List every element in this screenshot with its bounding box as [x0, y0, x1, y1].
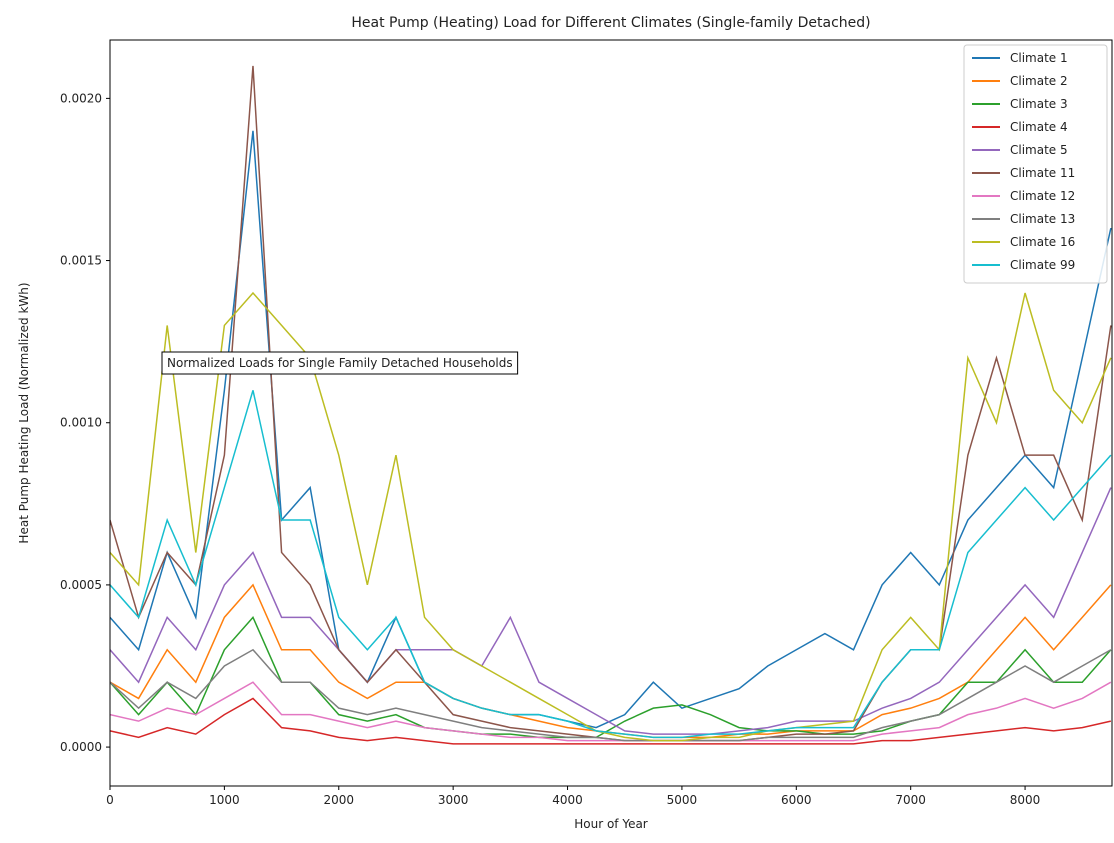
series-line	[110, 65, 1112, 742]
y-tick-label: 0.0000	[60, 740, 102, 754]
legend-label: Climate 99	[1010, 258, 1075, 272]
legend-label: Climate 12	[1010, 189, 1075, 203]
x-tick-label: 2000	[323, 793, 354, 807]
series-line	[110, 583, 1112, 739]
x-tick-label: 3000	[438, 793, 469, 807]
series-line	[110, 615, 1112, 739]
y-tick-label: 0.0020	[60, 91, 102, 105]
legend-label: Climate 13	[1010, 212, 1075, 226]
legend-label: Climate 5	[1010, 143, 1068, 157]
x-axis-label: Hour of Year	[574, 817, 648, 831]
legend-label: Climate 1	[1010, 51, 1068, 65]
x-tick-label: 7000	[895, 793, 926, 807]
chart-title: Heat Pump (Heating) Load for Different C…	[351, 15, 870, 31]
annotation: Normalized Loads for Single Family Detac…	[167, 356, 513, 370]
series-line	[110, 390, 1112, 739]
y-tick-label: 0.0015	[60, 254, 102, 268]
x-tick-label: 1000	[209, 793, 240, 807]
legend-label: Climate 11	[1010, 166, 1075, 180]
y-tick-label: 0.0005	[60, 578, 102, 592]
plot-frame	[109, 39, 1113, 787]
y-tick-label: 0.0010	[60, 416, 102, 430]
legend-label: Climate 16	[1010, 235, 1075, 249]
legend-label: Climate 4	[1010, 120, 1068, 134]
series-line	[110, 648, 1112, 742]
series-line	[110, 291, 1112, 742]
x-tick-label: 5000	[667, 793, 698, 807]
series-line	[110, 487, 1112, 735]
series-line	[110, 130, 1112, 729]
annotation-box	[161, 351, 519, 375]
legend-label: Climate 3	[1010, 97, 1068, 111]
x-tick-label: 6000	[781, 793, 812, 807]
y-axis-label: Heat Pump Heating Load (Normalized kWh)	[17, 282, 31, 543]
series-line	[110, 697, 1112, 745]
x-tick-label: 8000	[1010, 793, 1041, 807]
series-line	[110, 681, 1112, 742]
legend-label: Climate 2	[1010, 74, 1068, 88]
x-tick-label: 0	[106, 793, 114, 807]
x-tick-label: 4000	[552, 793, 583, 807]
